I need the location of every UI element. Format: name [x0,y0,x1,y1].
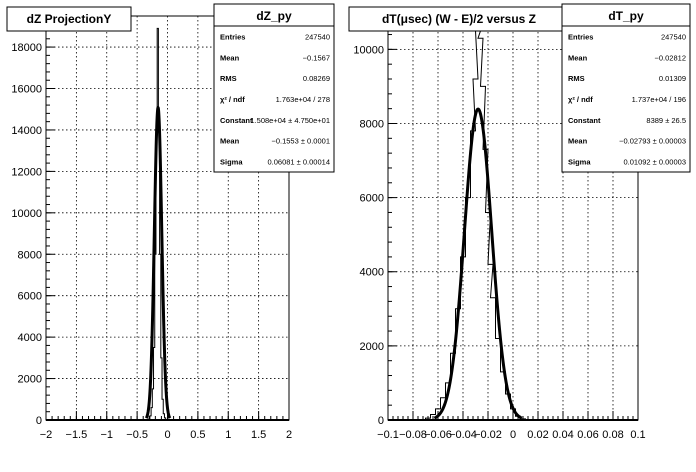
grid-lines [46,16,289,420]
stats-row-value: 0.06081 ± 0.00014 [267,158,330,167]
x-tick-label: −2 [40,429,53,441]
stats-row-value: 8389 ± 26.5 [646,116,686,125]
y-tick-label: 2000 [360,341,384,353]
y-tick-label: 0 [378,415,384,427]
x-tick-label: 0 [510,429,516,441]
stats-box-title: dT_py [608,9,644,23]
stats-row-value: −0.1567 [303,53,330,62]
chart-title: dZ ProjectionY [27,12,112,26]
x-tick-label: −0.08 [399,429,427,441]
stats-row-label: Mean [220,137,240,146]
stats-row-label: Mean [568,137,588,146]
x-tick-label: 1 [225,429,231,441]
gaussian-fit-curve [144,106,172,420]
x-tick-label: −0.02 [474,429,502,441]
histogram-series [425,30,526,420]
title-box [6,6,132,32]
stats-row-label: RMS [220,74,237,83]
x-tick-label: 0.06 [577,429,598,441]
y-tick-label: 10000 [11,208,42,220]
plot-frame [45,15,290,421]
stats-row-value: 0.08269 [303,74,330,83]
y-tick-label: 4000 [18,332,42,344]
x-tick-label: −0.5 [126,429,148,441]
x-tick-label: 0 [164,429,170,441]
title-box [348,6,570,32]
y-tick-label: 8000 [18,249,42,261]
y-tick-label: 18000 [11,42,42,54]
y-tick-label: 16000 [11,84,42,96]
x-tick-label: −0.04 [449,429,477,441]
y-tick-label: 2000 [18,374,42,386]
stats-row-value: −0.02812 [655,53,687,62]
stats-row-label: RMS [568,74,585,83]
y-tick-label: 14000 [11,125,42,137]
chart-title: dT(μsec) (W - E)/2 versus Z [382,12,536,26]
grid-lines [388,16,638,420]
x-tick-label: 0.5 [190,429,205,441]
stats-row-label: Constant [568,116,601,125]
left-histogram-panel: −2 −1.5 −1 −0.5 0 0.5 1 1.5 2 0 2000 4000 6000 8000 10… [0,0,348,460]
stats-box [213,3,335,173]
stats-box [561,3,691,173]
histogram-series [148,27,168,421]
y-tick-label: 6000 [18,291,42,303]
right-histogram-panel: −0.1 −0.08−0.06−0.04−0.02 0 0.02 0.04 0.06 0.0… [348,0,696,460]
stats-row-value: −0.02793 ± 0.00003 [619,137,686,146]
stats-row-label: Entries [220,32,245,41]
y-tick-label: 6000 [360,193,384,205]
stats-row-label: χ² / ndf [220,95,245,104]
x-tick-label: 0.04 [552,429,573,441]
x-tick-label: 0.1 [630,429,645,441]
stats-row-label: Sigma [568,158,591,167]
y-tick-label: 10000 [353,44,384,56]
x-tick-label: −1 [100,429,113,441]
x-tick-label: −0.1 [377,429,399,441]
x-tick-label: 2 [286,429,292,441]
stats-row-value: 247540 [305,32,330,41]
y-tick-label: 0 [36,415,42,427]
x-tick-label: 0.02 [527,429,548,441]
x-tick-label: 0.08 [602,429,623,441]
y-tick-label: 4000 [360,267,384,279]
stats-row-value: 247540 [661,32,686,41]
x-tick-label: 1.5 [251,429,266,441]
stats-row-value: 1.763e+04 / 278 [276,95,330,104]
gaussian-fit-curve [433,107,523,420]
stats-row-value: 0.01309 [659,74,686,83]
x-tick-label: −1.5 [66,429,88,441]
stats-row-value: −0.1553 ± 0.0001 [271,137,330,146]
stats-row-value: 1.737e+04 / 196 [632,95,686,104]
stats-row-label: Mean [568,53,588,62]
stats-row-label: Sigma [220,158,243,167]
stats-row-value: 0.01092 ± 0.00003 [623,158,686,167]
stats-row-label: χ² / ndf [568,95,593,104]
stats-row-label: Constant [220,116,253,125]
stats-row-label: Mean [220,53,240,62]
y-tick-label: 12000 [11,166,42,178]
stats-row-value: 1.508e+04 ± 4.750e+01 [250,116,330,125]
stats-box-title: dZ_py [256,9,292,23]
y-tick-label: 8000 [360,118,384,130]
stats-row-label: Entries [568,32,593,41]
x-tick-label: −0.06 [424,429,452,441]
